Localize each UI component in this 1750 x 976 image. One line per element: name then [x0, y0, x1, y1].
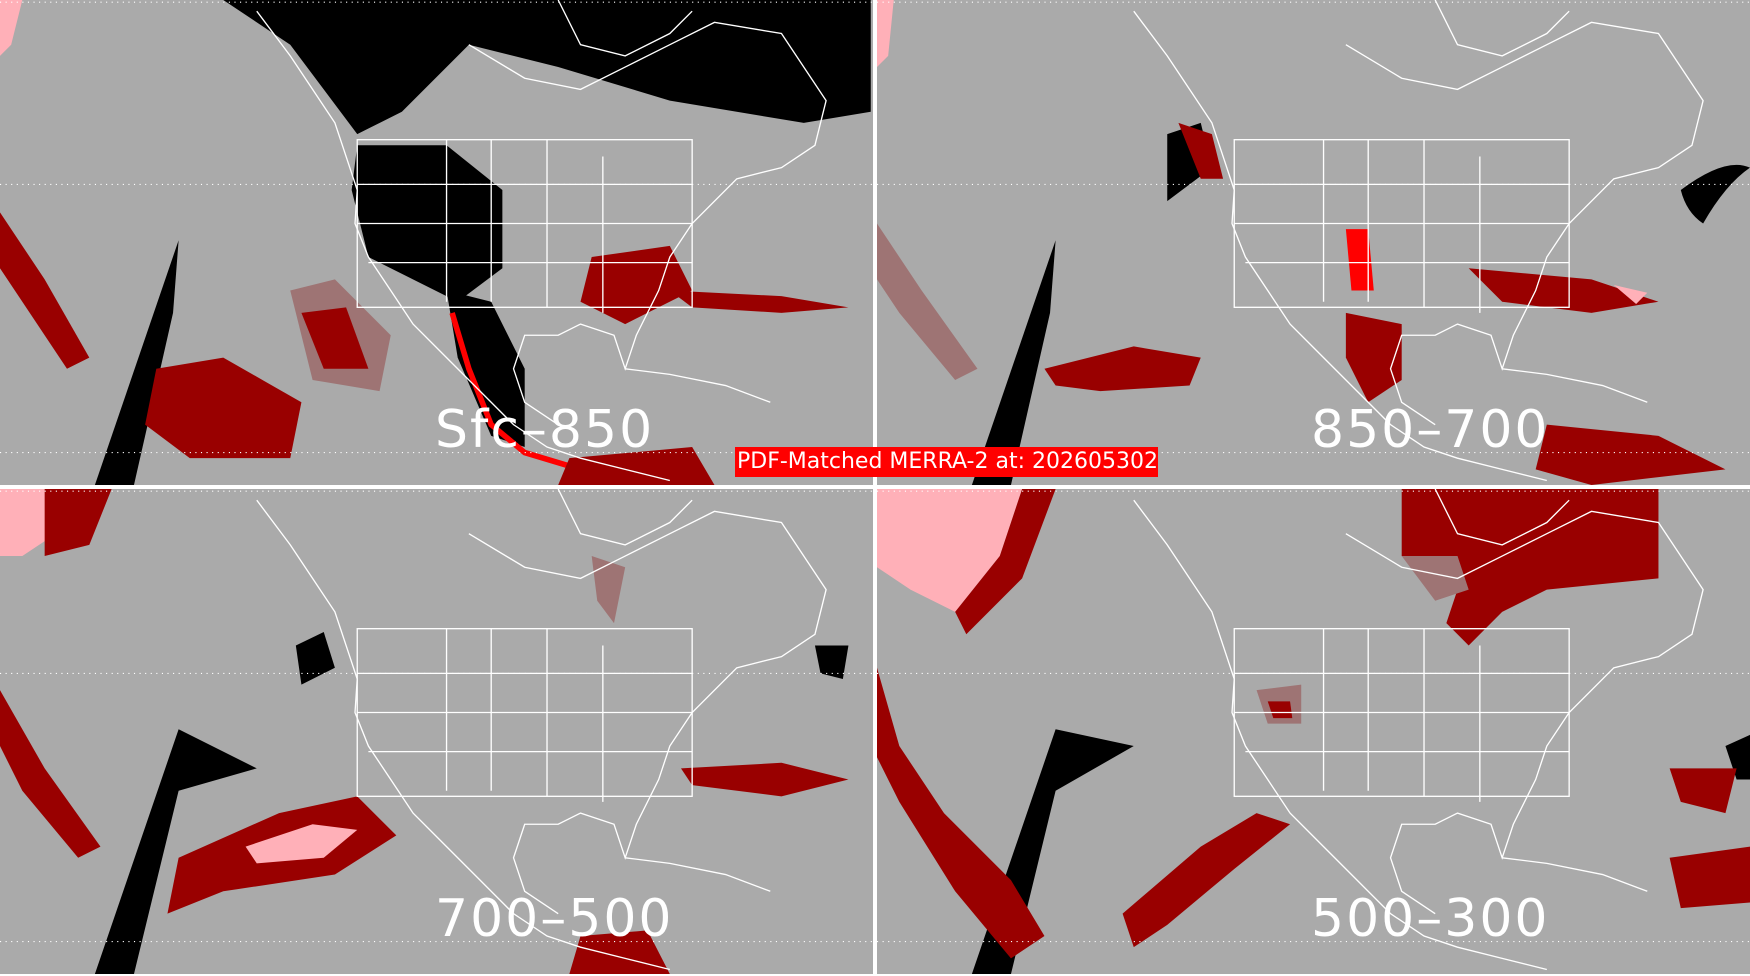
- map-850-700: [877, 0, 1750, 485]
- figure-title: PDF-Matched MERRA-2 at: 202605302: [735, 447, 1158, 477]
- panel-label: 700–500: [435, 889, 674, 949]
- panel-500-300: 500–300: [877, 489, 1750, 974]
- panel-700-500: 700–500: [0, 489, 873, 974]
- panel-sfc-850: Sfc–850: [0, 0, 873, 485]
- map-700-500: [0, 489, 873, 974]
- panel-label: Sfc–850: [435, 400, 655, 460]
- horizontal-divider: [0, 485, 1750, 489]
- panel-850-700: 850–700: [877, 0, 1750, 485]
- map-sfc-850: [0, 0, 873, 485]
- panel-label: 850–700: [1311, 400, 1550, 460]
- map-500-300: [877, 489, 1750, 974]
- panel-label: 500–300: [1311, 889, 1550, 949]
